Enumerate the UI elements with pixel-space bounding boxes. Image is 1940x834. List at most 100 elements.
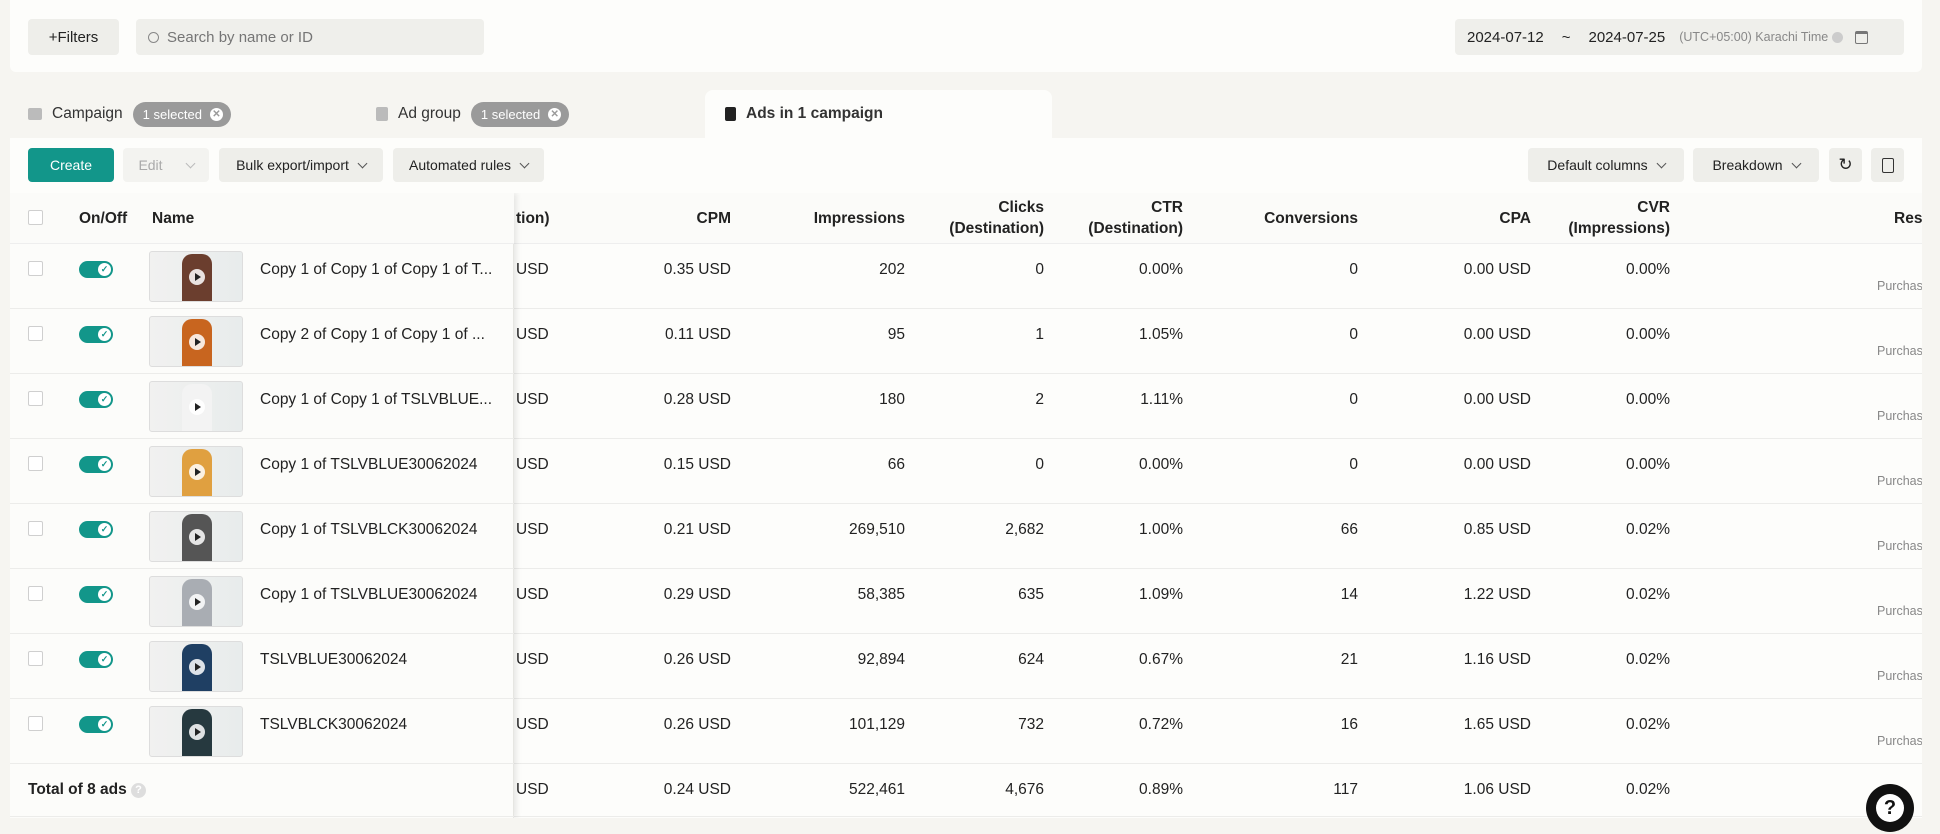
status-toggle[interactable]: ✓: [79, 651, 113, 668]
cell-result-type: Purchas: [1877, 734, 1922, 748]
tab-ad-group[interactable]: Ad group 1 selected ✕: [376, 90, 570, 138]
ad-name[interactable]: Copy 1 of TSLVBLCK30062024: [260, 521, 478, 538]
ad-thumbnail[interactable]: [149, 576, 243, 627]
date-separator: ~: [1561, 28, 1571, 46]
cell-cvr: 0.00%: [1626, 261, 1670, 278]
default-columns-dropdown[interactable]: Default columns: [1528, 148, 1684, 182]
row-checkbox[interactable]: [28, 391, 43, 406]
adgroup-icon: [376, 107, 388, 121]
date-range-picker[interactable]: 2024-07-12 ~ 2024-07-25 (UTC+05:00) Kara…: [1455, 19, 1904, 55]
table-row-frozen[interactable]: ✓ TSLVBLUE30062024: [10, 634, 514, 699]
filters-button[interactable]: +Filters: [28, 19, 119, 55]
select-all-checkbox[interactable]: [28, 210, 43, 225]
calendar-icon[interactable]: [1855, 30, 1869, 44]
ad-name[interactable]: TSLVBLUE30062024: [260, 651, 408, 668]
cell-clicks: 732: [1018, 716, 1044, 733]
table-row-frozen[interactable]: ✓ Copy 1 of Copy 1 of Copy 1 of T...: [10, 244, 514, 309]
header-conversions[interactable]: Conversions: [1264, 210, 1358, 227]
header-cpa[interactable]: CPA: [1499, 210, 1531, 227]
row-checkbox[interactable]: [28, 651, 43, 666]
ad-name[interactable]: Copy 1 of Copy 1 of Copy 1 of T...: [260, 261, 493, 278]
ad-thumbnail[interactable]: [149, 381, 243, 432]
ad-name[interactable]: Copy 2 of Copy 1 of Copy 1 of ...: [260, 326, 485, 343]
breakdown-dropdown[interactable]: Breakdown: [1693, 148, 1819, 182]
row-checkbox[interactable]: [28, 456, 43, 471]
table-row[interactable]: USD 0.11 USD 95 1 1.05% 0 0.00 USD 0.00% Purchas: [10, 309, 1922, 374]
cell-clicks: 0: [1035, 456, 1044, 473]
bulk-export-import-dropdown[interactable]: Bulk export/import: [219, 148, 383, 182]
table-row-frozen[interactable]: ✓ Copy 1 of TSLVBLCK30062024: [10, 504, 514, 569]
cell-impressions: 202: [879, 261, 905, 278]
cell-impressions: 101,129: [848, 716, 905, 733]
table-row-frozen[interactable]: ✓ Copy 1 of TSLVBLUE30062024: [10, 569, 514, 634]
ad-thumbnail[interactable]: [149, 706, 243, 757]
status-toggle[interactable]: ✓: [79, 456, 113, 473]
cell-conversions: 16: [1340, 716, 1358, 733]
row-checkbox[interactable]: [28, 261, 43, 276]
cell-impressions: 92,894: [857, 651, 905, 668]
clear-icon[interactable]: ✕: [209, 107, 223, 121]
row-checkbox[interactable]: [28, 586, 43, 601]
tab-campaign[interactable]: Campaign 1 selected ✕: [28, 90, 231, 138]
header-cpm[interactable]: CPM: [696, 210, 731, 227]
header-ctr[interactable]: CTR (Destination): [1088, 199, 1183, 237]
status-toggle[interactable]: ✓: [79, 391, 113, 408]
status-toggle[interactable]: ✓: [79, 521, 113, 538]
status-toggle[interactable]: ✓: [79, 326, 113, 343]
cell-ctr: 0.00%: [1139, 261, 1183, 278]
row-checkbox[interactable]: [28, 326, 43, 341]
header-name[interactable]: Name: [152, 210, 195, 227]
header-spend[interactable]: tion): [516, 210, 550, 227]
table-row[interactable]: USD 0.29 USD 58,385 635 1.09% 14 1.22 USD 0.02%…: [10, 569, 1922, 634]
ad-thumbnail[interactable]: [149, 446, 243, 497]
ad-thumbnail[interactable]: [149, 316, 243, 367]
help-icon[interactable]: ?: [131, 783, 146, 798]
ad-thumbnail[interactable]: [149, 251, 243, 302]
chevron-down-icon: [357, 158, 368, 168]
play-icon: [189, 399, 205, 415]
ad-name[interactable]: Copy 1 of Copy 1 of TSLVBLUE...: [260, 391, 493, 408]
table-row[interactable]: USD 0.26 USD 92,894 624 0.67% 21 1.16 USD 0.02%…: [10, 634, 1922, 699]
tab-ads[interactable]: Ads in 1 campaign: [705, 90, 1052, 138]
status-toggle[interactable]: ✓: [79, 716, 113, 733]
table-row-frozen[interactable]: ✓ Copy 2 of Copy 1 of Copy 1 of ...: [10, 309, 514, 374]
cell-cpa: 1.16 USD: [1463, 651, 1531, 668]
cell-cvr: 0.02%: [1626, 521, 1670, 538]
cell-cpm: 0.11 USD: [664, 326, 731, 343]
table-row[interactable]: USD 0.26 USD 101,129 732 0.72% 16 1.65 USD 0.02…: [10, 699, 1922, 764]
help-button[interactable]: ?: [1866, 784, 1914, 832]
cell-cvr: 0.00%: [1626, 391, 1670, 408]
ad-thumbnail[interactable]: [149, 641, 243, 692]
header-clicks[interactable]: Clicks (Destination): [949, 199, 1044, 237]
row-checkbox[interactable]: [28, 521, 43, 536]
table-row[interactable]: USD 0.28 USD 180 2 1.11% 0 0.00 USD 0.00% Purcha…: [10, 374, 1922, 439]
table-row[interactable]: USD 0.35 USD 202 0 0.00% 0 0.00 USD 0.00% Purcha…: [10, 244, 1922, 309]
cell-spend: USD: [516, 716, 549, 733]
table-row-frozen[interactable]: ✓ Copy 1 of Copy 1 of TSLVBLUE...: [10, 374, 514, 439]
cell-cvr: 0.00%: [1626, 456, 1670, 473]
ad-name[interactable]: Copy 1 of TSLVBLUE30062024: [260, 586, 478, 603]
row-checkbox[interactable]: [28, 716, 43, 731]
search-box[interactable]: [136, 19, 484, 55]
export-button[interactable]: [1871, 148, 1904, 182]
automated-rules-dropdown[interactable]: Automated rules: [393, 148, 544, 182]
folder-icon: [28, 108, 42, 120]
ad-name[interactable]: Copy 1 of TSLVBLUE30062024: [260, 456, 478, 473]
table-row-frozen[interactable]: ✓ TSLVBLCK30062024: [10, 699, 514, 764]
table-row[interactable]: USD 0.21 USD 269,510 2,682 1.00% 66 0.85 USD 0.…: [10, 504, 1922, 569]
edit-dropdown[interactable]: Edit: [123, 148, 209, 182]
header-cvr[interactable]: CVR (Impressions): [1568, 199, 1670, 237]
table-row-frozen[interactable]: ✓ Copy 1 of TSLVBLUE30062024: [10, 439, 514, 504]
table-row[interactable]: USD 0.15 USD 66 0 0.00% 0 0.00 USD 0.00% Purchas: [10, 439, 1922, 504]
status-toggle[interactable]: ✓: [79, 586, 113, 603]
header-impressions[interactable]: Impressions: [813, 210, 905, 227]
total-row: USD 0.24 USD 522,461 4,676 0.89% 117 1.06 USD 0…: [10, 765, 1922, 817]
create-button[interactable]: Create: [28, 148, 114, 182]
ad-name[interactable]: TSLVBLCK30062024: [260, 716, 408, 733]
header-results[interactable]: Resu: [1894, 210, 1922, 227]
search-input[interactable]: [167, 28, 467, 46]
ad-thumbnail[interactable]: [149, 511, 243, 562]
refresh-button[interactable]: ↻: [1829, 148, 1862, 182]
clear-icon[interactable]: ✕: [548, 107, 562, 121]
status-toggle[interactable]: ✓: [79, 261, 113, 278]
